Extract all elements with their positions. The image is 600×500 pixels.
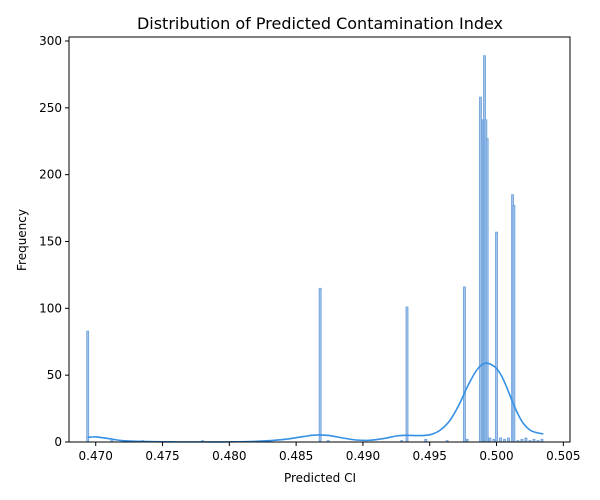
histogram-bar [463, 286, 466, 443]
x-tick-label: 0.470 [79, 449, 113, 463]
y-tick-label: 50 [47, 368, 62, 382]
histogram-bar [479, 96, 482, 443]
y-axis-label: Frequency [15, 209, 29, 271]
y-axis-ticks: 0 50 100 150 200 250 300 [39, 34, 69, 449]
histogram-bar [485, 138, 489, 443]
histogram-bar [499, 437, 502, 443]
y-tick-label: 200 [39, 168, 62, 182]
y-tick-label: 300 [39, 34, 62, 48]
y-tick-label: 150 [39, 235, 62, 249]
histogram-bar [507, 437, 510, 443]
x-axis-ticks: 0.470 0.475 0.480 0.485 0.490 0.495 0.500 0.505 [79, 442, 580, 463]
histogram-bar [318, 287, 322, 443]
histogram-bar [488, 437, 492, 443]
x-axis-label: Predicted CI [284, 471, 356, 485]
histogram-bar [524, 437, 528, 443]
plot-area [68, 36, 571, 443]
y-tick-label: 0 [54, 435, 62, 449]
histogram-bar [495, 231, 498, 443]
x-tick-label: 0.475 [145, 449, 179, 463]
x-tick-label: 0.505 [546, 449, 580, 463]
y-tick-label: 250 [39, 101, 62, 115]
x-tick-label: 0.500 [479, 449, 513, 463]
x-tick-label: 0.490 [346, 449, 380, 463]
histogram-bar [405, 306, 409, 443]
x-tick-label: 0.480 [212, 449, 246, 463]
x-tick-label: 0.495 [413, 449, 447, 463]
chart-title: Distribution of Predicted Contamination … [137, 14, 503, 33]
plot-frame [68, 36, 571, 443]
y-tick-label: 100 [39, 301, 62, 315]
histogram-bar [86, 330, 90, 443]
x-tick-label: 0.485 [279, 449, 313, 463]
